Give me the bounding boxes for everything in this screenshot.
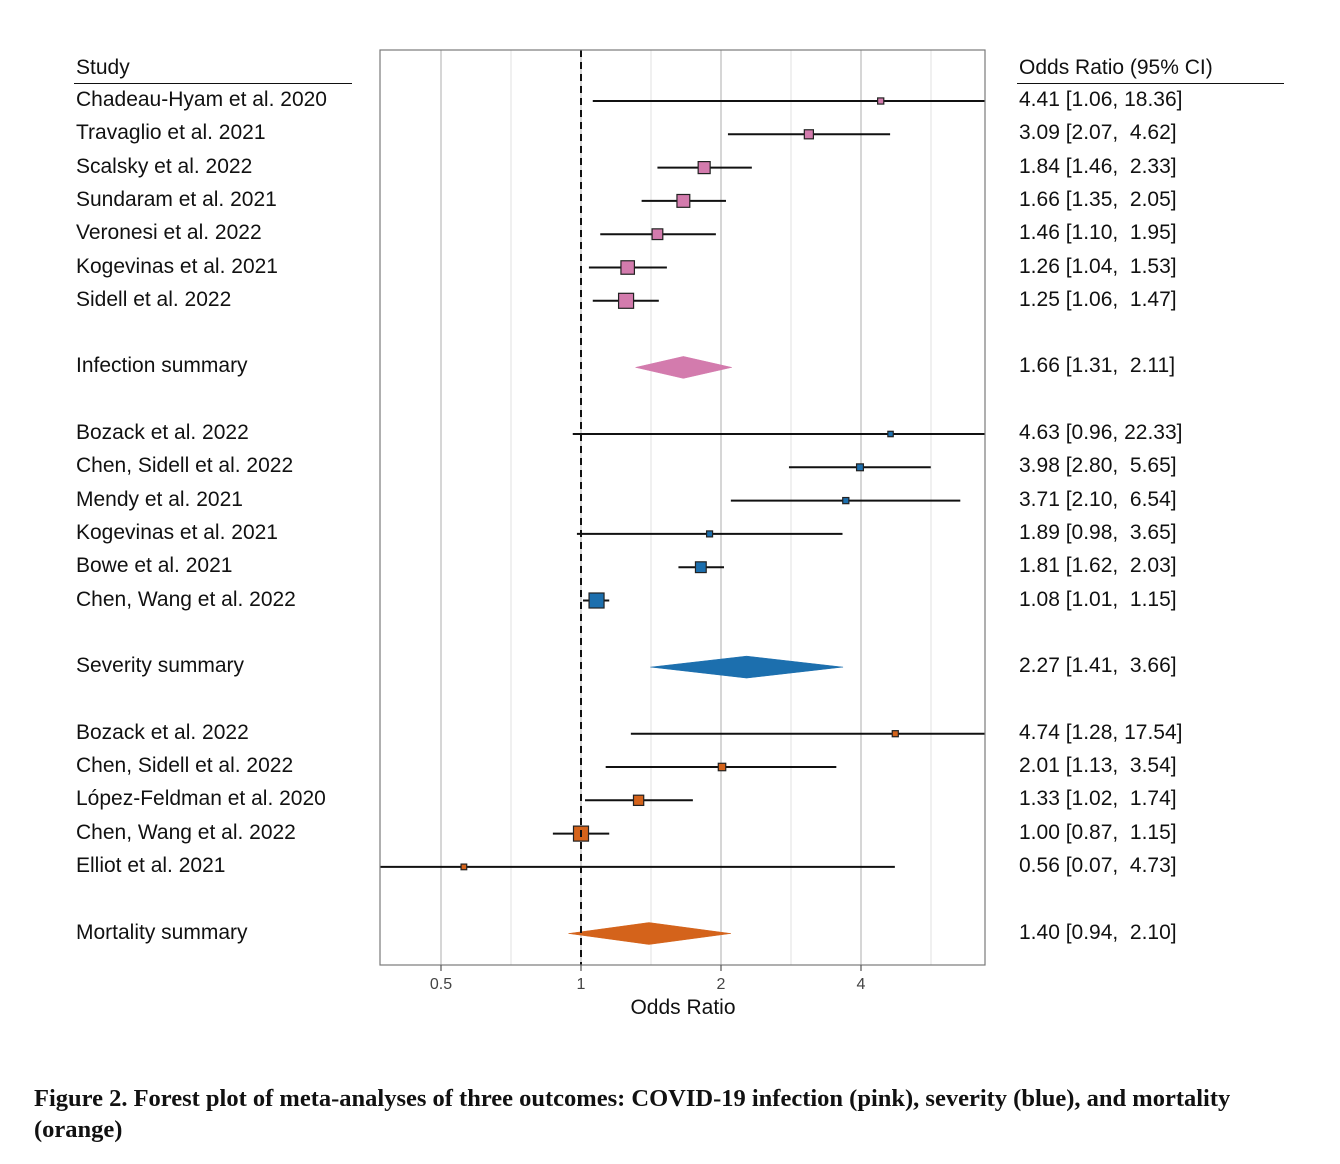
summary-label: Severity summary <box>76 654 245 678</box>
summary-label: Mortality summary <box>76 920 248 944</box>
point-estimate <box>803 129 815 140</box>
study-name: Travaglio et al. 2021 <box>76 121 266 145</box>
study-name: Elliot et al. 2021 <box>76 853 226 877</box>
point-estimate <box>676 193 691 208</box>
summary-odds-ratio-value: 1.40 [0.94, 2.10] <box>1019 920 1177 944</box>
point-estimate <box>877 97 885 105</box>
study-column-header: Study <box>76 56 130 79</box>
study-name: Kogevinas et al. 2021 <box>76 520 278 544</box>
point-estimate <box>617 292 635 309</box>
odds-ratio-value: 1.89 [0.98, 3.65] <box>1019 520 1177 544</box>
odds-ratio-value: 1.33 [1.02, 1.74] <box>1019 787 1177 811</box>
study-name: Bozack et al. 2022 <box>76 421 249 444</box>
odds-ratio-value: 4.63 [0.96, 22.33] <box>1019 421 1183 444</box>
study-name: Chen, Wang et al. 2022 <box>76 587 296 611</box>
point-estimate <box>651 228 664 241</box>
odds-ratio-value: 1.00 [0.87, 1.15] <box>1019 820 1177 844</box>
odds-ratio-value: 3.98 [2.80, 5.65] <box>1019 454 1177 478</box>
point-estimate <box>717 762 727 772</box>
point-estimate <box>887 430 894 438</box>
summary-odds-ratio-value: 2.27 [1.41, 3.66] <box>1019 654 1177 678</box>
x-tick-label: 4 <box>857 976 866 993</box>
study-name: Veronesi et al. 2022 <box>76 221 262 245</box>
study-name: Chen, Sidell et al. 2022 <box>76 454 294 478</box>
summary-diamond <box>568 922 731 945</box>
plot-panel <box>380 50 985 965</box>
odds-ratio-column-header: Odds Ratio (95% CI) <box>1019 56 1213 79</box>
summary-odds-ratio-value: 1.66 [1.31, 2.11] <box>1019 354 1176 378</box>
x-tick-label: 0.5 <box>430 976 452 993</box>
point-estimate <box>632 794 645 807</box>
point-estimate <box>694 561 707 574</box>
odds-ratio-value: 1.08 [1.01, 1.15] <box>1019 587 1177 611</box>
odds-ratio-value: 4.74 [1.28, 17.54] <box>1019 720 1183 744</box>
summary-diamond <box>650 655 844 679</box>
point-estimate <box>842 496 850 505</box>
figure-caption: Figure 2. Forest plot of meta-analyses o… <box>34 1085 1231 1143</box>
plot-border <box>379 49 986 966</box>
study-name: Bozack et al. 2022 <box>76 720 249 744</box>
odds-ratio-header-rule <box>1017 83 1284 84</box>
study-name: Bowe et al. 2021 <box>76 554 233 578</box>
study-name: Sidell et al. 2022 <box>76 287 232 311</box>
study-name: Chadeau-Hyam et al. 2020 <box>76 88 327 111</box>
study-name: Kogevinas et al. 2021 <box>76 254 278 278</box>
study-name: Chen, Wang et al. 2022 <box>76 820 296 844</box>
odds-ratio-value: 1.26 [1.04, 1.53] <box>1019 254 1177 278</box>
x-axis-title: Odds Ratio <box>630 996 735 1019</box>
odds-ratio-value: 2.01 [1.13, 3.54] <box>1019 754 1177 777</box>
odds-ratio-value: 1.81 [1.62, 2.03] <box>1019 554 1177 578</box>
study-name: Scalsky et al. 2022 <box>76 154 253 178</box>
study-header-rule <box>74 83 352 84</box>
x-tick-label: 2 <box>717 976 726 993</box>
point-estimate <box>705 530 714 538</box>
odds-ratio-value: 0.56 [0.07, 4.73] <box>1019 853 1177 877</box>
study-name: Chen, Sidell et al. 2022 <box>76 754 294 777</box>
x-tick-label: 1 <box>577 976 586 993</box>
summary-label: Infection summary <box>76 354 248 378</box>
study-name: Sundaram et al. 2021 <box>76 187 277 211</box>
odds-ratio-value: 3.09 [2.07, 4.62] <box>1019 121 1177 145</box>
study-name: López-Feldman et al. 2020 <box>76 787 326 811</box>
point-estimate <box>620 260 636 275</box>
point-estimate <box>588 592 605 609</box>
odds-ratio-value: 3.71 [2.10, 6.54] <box>1019 487 1177 511</box>
odds-ratio-value: 4.41 [1.06, 18.36] <box>1019 88 1183 111</box>
point-estimate <box>891 730 899 738</box>
point-estimate <box>460 863 468 871</box>
odds-ratio-value: 1.46 [1.10, 1.95] <box>1019 221 1177 245</box>
study-name: Mendy et al. 2021 <box>76 487 243 511</box>
odds-ratio-value: 1.25 [1.06, 1.47] <box>1019 287 1177 311</box>
odds-ratio-value: 1.84 [1.46, 2.33] <box>1019 154 1177 178</box>
point-estimate <box>855 463 865 472</box>
odds-ratio-value: 1.66 [1.35, 2.05] <box>1019 187 1177 211</box>
summary-diamond <box>635 356 732 379</box>
point-estimate <box>697 161 711 175</box>
